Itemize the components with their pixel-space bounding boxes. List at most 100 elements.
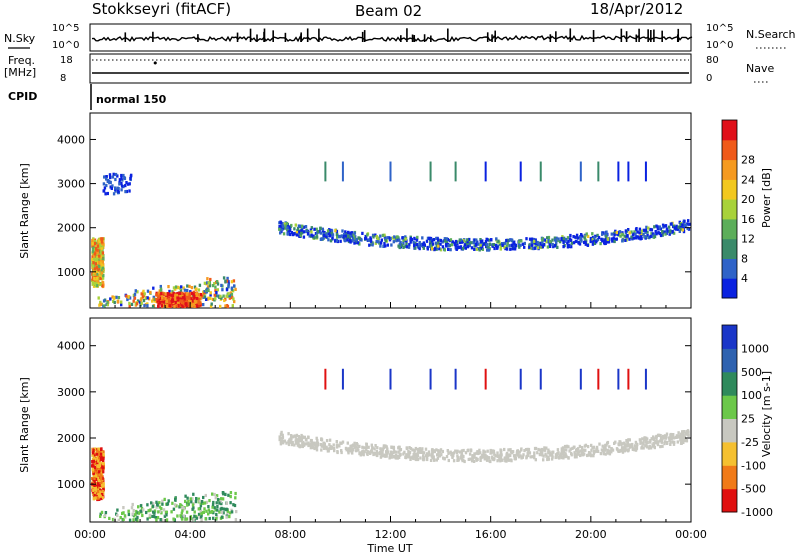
echo-cell (592, 239, 595, 243)
echo-cell (490, 238, 493, 242)
echo-cell (413, 450, 416, 454)
echo-cell (99, 268, 102, 272)
echo-cell (103, 513, 107, 517)
echo-cell (379, 447, 382, 451)
echo-cell (555, 236, 558, 240)
echo-cell (540, 245, 543, 249)
echo-cell (185, 517, 189, 521)
echo-cell (204, 493, 207, 498)
echo-cell (335, 232, 339, 237)
echo-cell (591, 446, 594, 450)
echo-cell (499, 453, 502, 457)
echo-cell (565, 445, 568, 449)
echo-cell (324, 234, 328, 238)
echo-cell (114, 188, 117, 192)
echo-cell (453, 242, 457, 246)
echo-cell (325, 447, 328, 451)
echo-cell (117, 187, 120, 191)
echo-cell (297, 224, 301, 228)
echo-cell (190, 286, 194, 290)
echo-cell (611, 239, 614, 243)
echo-cell (432, 455, 435, 459)
echo-cell (288, 225, 291, 229)
echo-cell (91, 460, 94, 464)
echo-cell (447, 451, 450, 455)
echo-cell (91, 257, 94, 262)
echo-cell (125, 181, 128, 185)
echo-cell (328, 443, 331, 447)
echo-cell (565, 448, 568, 452)
echo-cell (96, 244, 100, 248)
echo-cell (140, 292, 143, 296)
echo-cell (608, 445, 611, 449)
echo-cell (601, 448, 605, 452)
echo-cell (316, 444, 319, 448)
echo-cell (222, 276, 226, 280)
echo-cell (469, 449, 473, 453)
echo-cell (195, 516, 198, 520)
echo-cell (681, 223, 684, 227)
echo-cell (630, 235, 633, 239)
echo-cell (101, 276, 105, 280)
echo-cell (98, 263, 101, 267)
echo-cell (226, 512, 229, 516)
nsky-spikes (124, 28, 680, 42)
velocity-colorbar-swatch (722, 395, 737, 419)
echo-cell (165, 510, 168, 515)
echo-cell (426, 453, 429, 457)
echo-cell (580, 446, 584, 450)
echo-cell (290, 443, 294, 447)
echo-cell (603, 241, 607, 246)
echo-cell (91, 457, 95, 461)
echo-cell (682, 230, 686, 234)
echo-cell (509, 247, 512, 251)
echo-cell (649, 234, 652, 239)
echo-cell (167, 285, 170, 289)
echo-cell (361, 231, 364, 235)
echo-cell (280, 228, 284, 232)
echo-cell (405, 242, 408, 246)
echo-cell (425, 457, 429, 461)
echo-cell (94, 477, 98, 481)
echo-cell (672, 442, 676, 446)
echo-cell (155, 505, 158, 509)
echo-cell (610, 450, 613, 454)
echo-cell (421, 447, 424, 451)
echo-cell (171, 299, 174, 303)
echo-cell (148, 515, 152, 519)
echo-cell (566, 241, 569, 245)
echo-cell (103, 304, 106, 308)
echo-cell (194, 500, 198, 504)
echo-cell (335, 440, 338, 444)
echo-cell (676, 440, 679, 444)
echo-cell (486, 449, 489, 453)
echo-cell (91, 275, 95, 279)
echo-cell (596, 449, 599, 453)
echo-cell (367, 450, 370, 454)
echo-cell (382, 444, 386, 448)
echo-cell (535, 241, 538, 245)
echo-cell (386, 243, 389, 247)
velocity-colorbar-tick: -1000 (741, 506, 773, 519)
echo-cell (606, 451, 610, 455)
echo-cell (513, 456, 516, 461)
echo-cell (389, 236, 392, 240)
power-colorbar-swatch (722, 179, 737, 200)
echo-cell (168, 304, 172, 308)
echo-cell (628, 237, 631, 241)
echo-cell (516, 449, 519, 453)
echo-cell (585, 232, 588, 236)
echo-cell (224, 507, 227, 512)
echo-cell (510, 238, 514, 242)
echo-cell (418, 247, 421, 251)
echo-cell (162, 508, 166, 512)
echo-cell (319, 231, 323, 235)
echo-cell (184, 494, 187, 498)
echo-cell (661, 229, 664, 234)
echo-cell (478, 448, 481, 452)
echo-cell (646, 233, 649, 238)
echo-cell (546, 245, 550, 249)
echo-cell (202, 510, 205, 514)
echo-cell (477, 451, 480, 456)
